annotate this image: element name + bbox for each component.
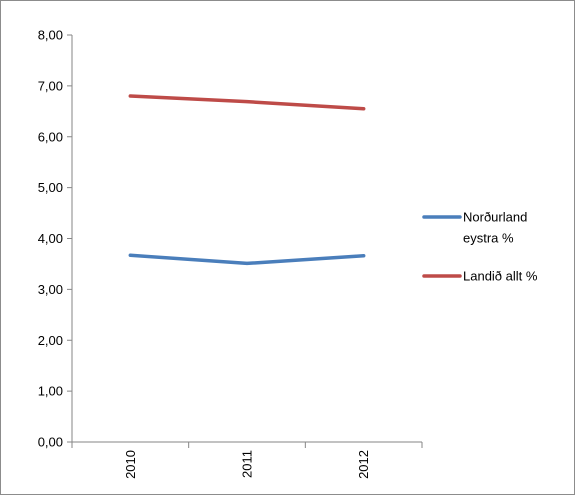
x-axis: 2010 2011 2012 [71,441,423,479]
y-tick-label: 8,00 [38,28,63,43]
y-tick-label: 7,00 [38,78,63,93]
x-tick-label: 2011 [240,450,255,478]
y-tick-label: 1,00 [38,384,63,399]
data-point [245,100,249,104]
x-tick-label: 2010 [123,450,138,479]
y-tick-label: 4,00 [38,231,63,246]
legend-item-1: Norðurland eystra % [422,210,527,246]
series-layer [128,94,366,266]
y-tick-label: 2,00 [38,333,63,348]
y-tick-label: 0,00 [38,435,63,450]
y-tick-label: 5,00 [38,180,63,195]
data-point [128,94,132,98]
legend: Norðurland eystra % Landið allt % [422,210,538,284]
data-point [362,254,366,258]
data-point [245,261,249,265]
data-point [128,253,132,257]
legend-item-2: Landið allt % [422,269,538,284]
y-tick-label: 6,00 [38,129,63,144]
data-point [362,107,366,111]
x-tick-label: 2012 [356,450,371,479]
y-axis: 0,00 1,00 2,00 3,00 4,00 5,00 6,00 7,00 8,00 [38,28,73,450]
legend-label: Landið allt % [463,269,538,284]
y-tick-label: 3,00 [38,282,63,297]
legend-label: Norðurland eystra % [463,210,527,246]
